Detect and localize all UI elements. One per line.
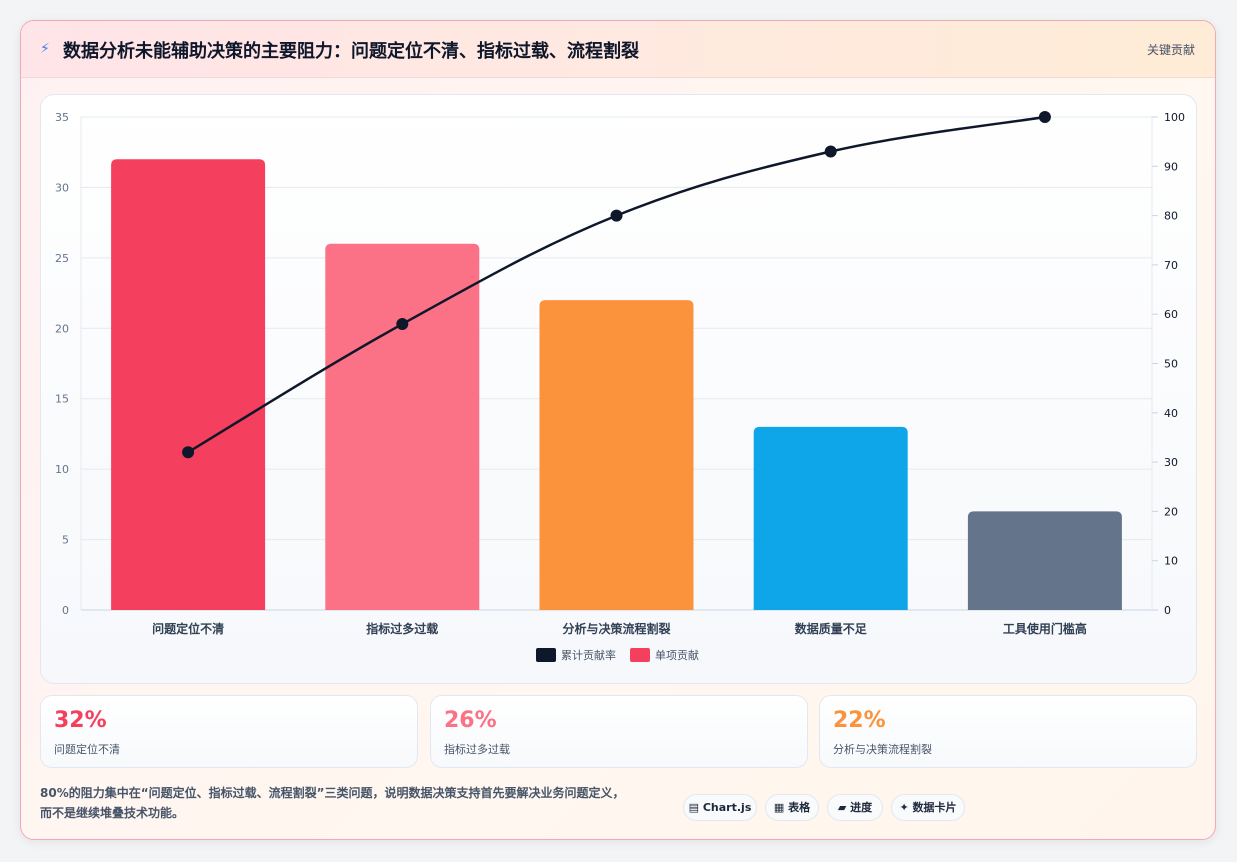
y-right-tick-label: 10	[1164, 555, 1178, 568]
stat-card: 32% 问题定位不清	[40, 695, 418, 768]
y-right-tick-label: 0	[1164, 604, 1171, 617]
cumulative-point	[824, 145, 837, 158]
stat-label: 指标过多过载	[444, 743, 510, 756]
chip-table[interactable]: ▦ 表格	[765, 794, 819, 821]
insight-note-line: 而不是继续堆叠技术功能。	[40, 806, 185, 820]
y-left-tick-label: 0	[62, 604, 69, 617]
card-header: ⚡ 数据分析未能辅助决策的主要阻力：问题定位不清、指标过载、流程割裂 关键贡献	[21, 21, 1215, 78]
stat-value: 32%	[54, 708, 107, 733]
y-left-tick-label: 20	[55, 322, 69, 335]
stat-card: 22% 分析与决策流程割裂	[819, 695, 1197, 768]
y-right-tick-label: 50	[1164, 358, 1178, 371]
y-left-tick-label: 30	[55, 181, 69, 194]
chip-label: Chart.js	[702, 801, 752, 814]
chip-progress[interactable]: ▰ 进度	[827, 794, 883, 821]
x-tick-label: 问题定位不清	[152, 621, 224, 636]
stat-card: 26% 指标过多过载	[430, 695, 808, 768]
y-right-tick-label: 20	[1164, 505, 1178, 518]
insight-note: 80%的阻力集中在“问题定位、指标过载、流程割裂”三类问题，说明数据决策支持首先…	[40, 783, 680, 823]
y-right-tick-label: 70	[1164, 259, 1178, 272]
cumulative-point	[396, 318, 409, 331]
y-left-tick-label: 10	[55, 463, 69, 476]
y-left-tick-label: 15	[55, 393, 69, 406]
pareto-chart: 0 5 10 15 20 25 30 35 0 10 20 30 40 50 60 70 80 90 100 问题定位…	[55, 111, 1185, 662]
progress-icon: ▰	[837, 801, 847, 814]
legend-swatch-bar	[630, 648, 650, 662]
x-tick-label: 分析与决策流程割裂	[562, 621, 670, 636]
y-right-tick-label: 40	[1164, 407, 1178, 420]
x-tick-label: 工具使用门槛高	[1003, 621, 1087, 636]
y-left-tick-label: 5	[62, 534, 69, 547]
y-left-tick-label: 25	[55, 252, 69, 265]
x-tick-label: 指标过多过载	[366, 621, 438, 636]
stat-cards: 32% 问题定位不清 26% 指标过多过载 22% 分析与决策流程割裂	[40, 695, 1199, 769]
cumulative-point	[182, 446, 195, 459]
insight-note-line: 80%的阻力集中在“问题定位、指标过载、流程割裂”三类问题，说明数据决策支持首先…	[40, 786, 625, 800]
y-right-tick-label: 100	[1164, 111, 1185, 124]
cumulative-point	[1038, 111, 1051, 123]
y-right-tick-label: 90	[1164, 160, 1178, 173]
header-tag: 关键贡献	[1146, 43, 1195, 57]
chip-label: 进度	[850, 801, 873, 814]
bar	[539, 300, 694, 610]
lightning-icon: ⚡	[40, 41, 50, 57]
stat-value: 22%	[833, 708, 886, 733]
legend-label: 单项贡献	[655, 648, 699, 662]
table-icon: ▦	[773, 801, 785, 814]
y-right-tick-label: 80	[1164, 210, 1178, 223]
y-right-tick-label: 60	[1164, 308, 1178, 321]
stat-label: 分析与决策流程割裂	[833, 743, 932, 756]
stat-value: 26%	[444, 708, 497, 733]
stat-label: 问题定位不清	[54, 743, 120, 756]
chip-label: 表格	[788, 801, 811, 814]
x-tick-label: 数据质量不足	[795, 621, 867, 636]
chart-icon: ▤	[688, 801, 700, 814]
report-card: ⚡ 数据分析未能辅助决策的主要阻力：问题定位不清、指标过载、流程割裂 关键贡献 …	[20, 20, 1216, 840]
y-left-tick-label: 35	[55, 111, 69, 124]
page-title: 数据分析未能辅助决策的主要阻力：问题定位不清、指标过载、流程割裂	[63, 41, 639, 62]
chip-data-card[interactable]: ✦ 数据卡片	[891, 794, 965, 821]
legend-label: 累计贡献率	[561, 648, 616, 662]
bar	[967, 511, 1122, 610]
chart-panel: 0 5 10 15 20 25 30 35 0 10 20 30 40 50 60 70 80 90 100 问题定位…	[40, 94, 1197, 684]
chip-chartjs[interactable]: ▤ Chart.js	[683, 794, 757, 821]
bar	[111, 159, 266, 610]
cumulative-point	[610, 209, 623, 222]
chip-label: 数据卡片	[912, 801, 957, 814]
sparkle-icon: ✦	[899, 801, 909, 814]
bar	[325, 243, 480, 610]
y-right-tick-label: 30	[1164, 456, 1178, 469]
bar	[753, 426, 908, 610]
legend-swatch-line	[536, 648, 556, 662]
